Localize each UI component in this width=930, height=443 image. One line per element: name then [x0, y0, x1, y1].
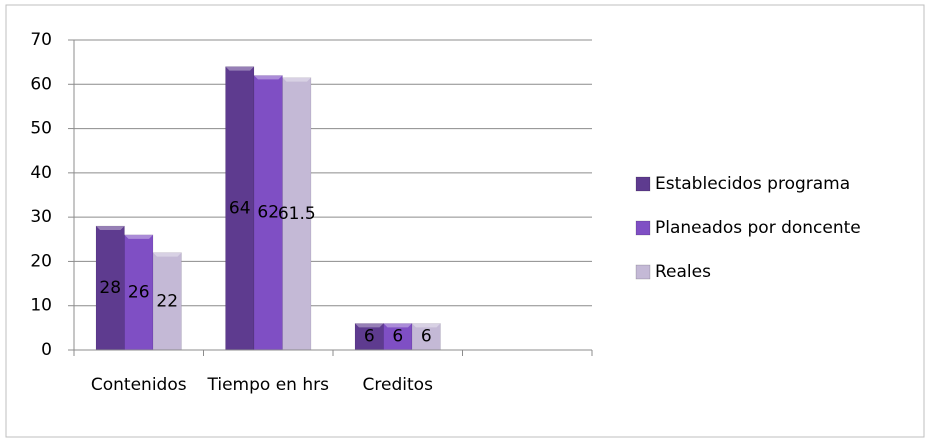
- bar: [354, 323, 384, 351]
- bar: [282, 77, 312, 351]
- y-tick-label: 30: [30, 207, 52, 227]
- data-label: 28: [99, 278, 121, 298]
- bar-bevel: [412, 323, 441, 328]
- bar: [411, 323, 441, 351]
- data-label: 6: [392, 327, 403, 347]
- x-tick-label: Creditos: [362, 375, 433, 395]
- bar: [95, 225, 125, 351]
- data-label: 61.5: [278, 204, 316, 224]
- bar-bevel: [225, 66, 254, 71]
- bar-bevel: [153, 252, 182, 257]
- bar-bevel: [355, 323, 384, 328]
- data-label: 22: [156, 291, 178, 311]
- bar-bevel: [254, 75, 283, 80]
- bar-bevel: [96, 226, 125, 230]
- bar: [253, 75, 283, 351]
- legend-label: Planeados por doncente: [655, 218, 861, 238]
- y-tick-label: 50: [30, 119, 52, 139]
- y-tick-label: 70: [30, 30, 52, 50]
- y-tick-label: 60: [30, 74, 52, 94]
- bar-bevel: [383, 323, 412, 328]
- legend-swatch: [635, 176, 651, 192]
- x-tick-label: Contenidos: [90, 375, 187, 395]
- bar: [152, 252, 182, 351]
- y-tick-label: 10: [30, 296, 52, 316]
- data-label: 64: [229, 198, 251, 218]
- legend-swatch: [635, 264, 651, 280]
- legend-swatch: [635, 220, 651, 236]
- y-tick-label: 20: [30, 251, 52, 271]
- legend-label: Establecidos programa: [655, 174, 850, 194]
- data-label: 6: [364, 327, 375, 347]
- bar: [225, 66, 255, 351]
- bar-bevel: [282, 77, 311, 82]
- chart-border: [5, 4, 925, 438]
- data-label: 26: [128, 282, 150, 302]
- y-tick-label: 0: [41, 340, 52, 360]
- y-tick-label: 40: [30, 163, 52, 183]
- data-label: 62: [257, 203, 279, 223]
- data-label: 6: [421, 327, 432, 347]
- bar-bevel: [124, 234, 153, 239]
- x-tick-label: Tiempo en hrs: [207, 375, 329, 395]
- legend-label: Reales: [655, 262, 711, 282]
